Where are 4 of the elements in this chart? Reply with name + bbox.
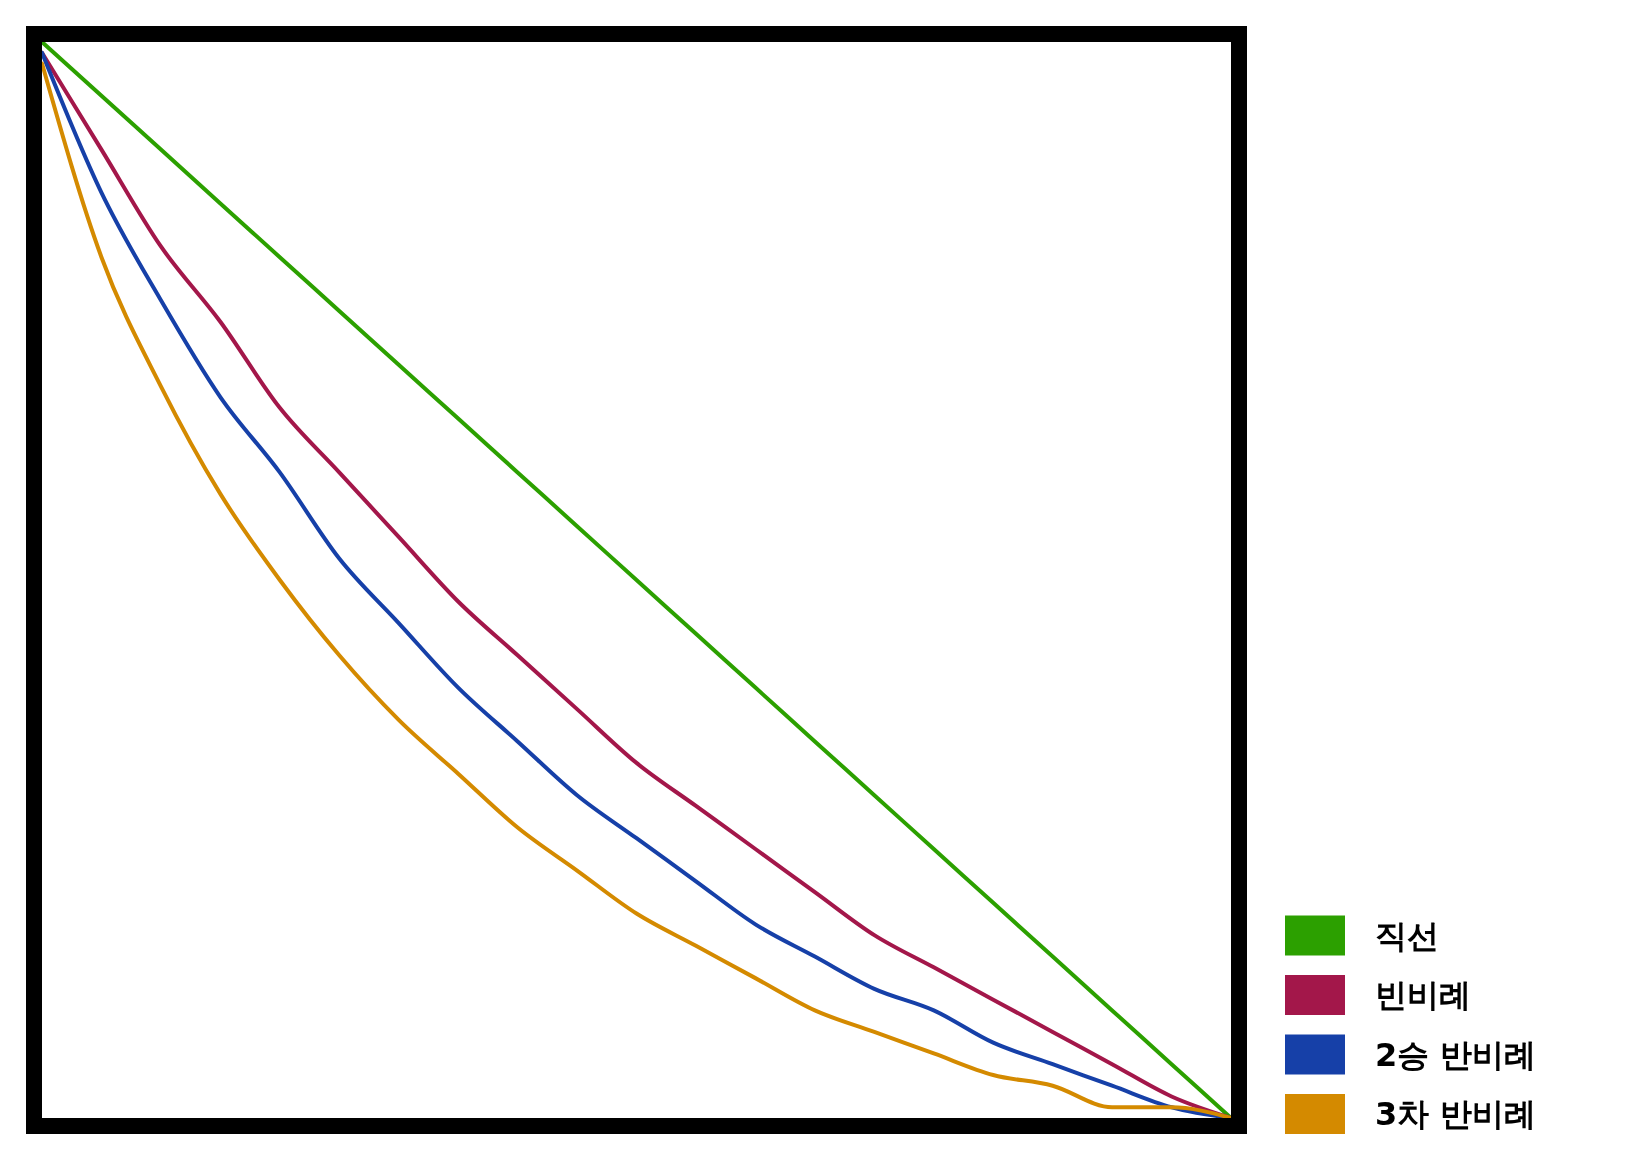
legend-label: 2승 반비례 (1375, 1035, 1537, 1074)
legend-label: 빈비례 (1375, 976, 1471, 1014)
legend-label: 3차 반비례 (1375, 1095, 1537, 1133)
legend-label: 직선 (1375, 916, 1439, 955)
